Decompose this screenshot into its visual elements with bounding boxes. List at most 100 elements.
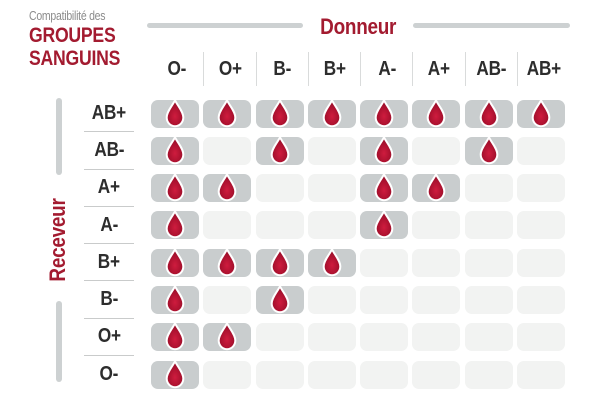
chart-title-line1: GROUPES bbox=[29, 24, 137, 47]
cell-B+-from-A+-incompatible bbox=[412, 248, 461, 277]
receiver-axis-bar-bottom bbox=[56, 301, 62, 382]
donor-col-header-label: AB+ bbox=[526, 57, 561, 80]
cell-AB--from-B--compatible bbox=[255, 135, 304, 165]
cell-AB+-from-B--compatible bbox=[255, 98, 304, 128]
donor-col-header-label: O- bbox=[167, 57, 187, 80]
cell-B--from-O+-incompatible bbox=[203, 285, 252, 314]
blood-drop-icon bbox=[165, 321, 185, 351]
chart-title-kicker-text: Compatibilité des bbox=[29, 9, 106, 23]
cell-O--from-B+-incompatible bbox=[307, 360, 356, 389]
blood-drop-icon bbox=[322, 247, 342, 276]
cell-O--from-O+-incompatible bbox=[203, 360, 252, 389]
receiver-row-header-A-: A- bbox=[84, 207, 134, 245]
blood-drop-icon bbox=[165, 359, 185, 388]
cell-A--from-B--incompatible bbox=[255, 211, 304, 240]
blood-drop-icon bbox=[165, 247, 185, 276]
blood-drop-icon bbox=[270, 284, 289, 314]
receiver-row-header-O-: O- bbox=[84, 356, 134, 393]
receiver-row-header-O+: O+ bbox=[84, 319, 134, 357]
donor-col-header-label: B+ bbox=[323, 57, 346, 80]
cell-AB--from-O--compatible bbox=[151, 135, 199, 165]
cell-A--from-AB--incompatible bbox=[464, 211, 513, 240]
cell-AB--from-O+-incompatible bbox=[203, 136, 252, 165]
donor-col-header-B-: B- bbox=[255, 52, 308, 86]
cell-O--from-O--compatible bbox=[151, 359, 199, 389]
receiver-row-header-label: AB+ bbox=[91, 101, 127, 124]
blood-drop-icon bbox=[165, 98, 185, 127]
blood-drop-icon bbox=[427, 98, 446, 127]
cell-O+-from-B+-incompatible bbox=[307, 323, 356, 352]
receiver-row-labels: AB+ AB- A+ A- B+ B- O+ O- bbox=[84, 95, 134, 393]
blood-drop-icon bbox=[270, 98, 289, 127]
cell-AB--from-AB+-incompatible bbox=[517, 136, 566, 165]
donor-col-header-AB-: AB- bbox=[464, 52, 517, 86]
cell-AB+-from-AB+-compatible bbox=[517, 98, 566, 128]
cell-AB--from-AB--compatible bbox=[464, 135, 513, 165]
chart-title-line2: SANGUINS bbox=[29, 47, 137, 70]
blood-drop-icon bbox=[217, 247, 237, 276]
receiver-row-header-B-: B- bbox=[84, 281, 134, 319]
blood-drop-icon bbox=[374, 209, 394, 239]
cell-A--from-O--compatible bbox=[151, 209, 199, 240]
cell-B+-from-O+-compatible bbox=[203, 247, 252, 277]
blood-drop-icon bbox=[374, 172, 394, 202]
cell-AB+-from-B+-compatible bbox=[307, 98, 356, 128]
cell-O--from-AB--incompatible bbox=[464, 360, 513, 389]
blood-drop-icon bbox=[322, 98, 342, 127]
donor-col-header-label: AB- bbox=[476, 57, 507, 80]
compatibility-matrix bbox=[151, 95, 569, 393]
blood-drop-icon bbox=[479, 135, 499, 164]
donor-col-header-label: O+ bbox=[218, 57, 242, 80]
cell-B--from-B--compatible bbox=[255, 284, 304, 314]
chart-title-line1-text: GROUPES bbox=[29, 24, 116, 47]
cell-AB+-from-A+-compatible bbox=[412, 98, 461, 128]
receiver-axis-label-text: Receveur bbox=[45, 198, 70, 282]
cell-O+-from-AB+-incompatible bbox=[517, 323, 566, 352]
cell-AB--from-A+-incompatible bbox=[412, 136, 461, 165]
cell-B--from-A--incompatible bbox=[360, 285, 409, 314]
receiver-axis-bar-top bbox=[56, 98, 62, 175]
chart-title-block: Compatibilité des GROUPES SANGUINS bbox=[29, 9, 137, 70]
cell-A+-from-O--compatible bbox=[151, 172, 199, 203]
blood-drop-icon bbox=[217, 172, 237, 202]
donor-col-header-A-: A- bbox=[360, 52, 412, 86]
blood-drop-icon bbox=[217, 98, 237, 127]
receiver-row-header-label: O- bbox=[99, 363, 119, 386]
cell-B+-from-AB--incompatible bbox=[464, 248, 513, 277]
cell-B--from-O--compatible bbox=[151, 284, 199, 314]
cell-AB+-from-O+-compatible bbox=[203, 98, 252, 128]
receiver-row-header-label: B- bbox=[100, 288, 118, 311]
cell-B--from-B+-incompatible bbox=[307, 285, 356, 314]
chart-title-line2-text: SANGUINS bbox=[29, 47, 121, 70]
cell-A--from-A--compatible bbox=[360, 209, 409, 240]
cell-A+-from-O+-compatible bbox=[203, 172, 252, 203]
donor-axis-bar-left bbox=[147, 23, 303, 28]
donor-col-header-A+: A+ bbox=[412, 52, 464, 86]
blood-drop-icon bbox=[165, 172, 185, 202]
cell-O+-from-B--incompatible bbox=[255, 323, 304, 352]
cell-A+-from-A--compatible bbox=[360, 172, 409, 203]
donor-col-header-O+: O+ bbox=[203, 52, 255, 86]
cell-B+-from-B--compatible bbox=[255, 247, 304, 277]
cell-A+-from-A+-compatible bbox=[412, 172, 461, 203]
chart-title-kicker: Compatibilité des bbox=[29, 9, 137, 24]
cell-B+-from-O--compatible bbox=[151, 247, 199, 277]
cell-B--from-AB--incompatible bbox=[464, 285, 513, 314]
cell-AB+-from-A--compatible bbox=[360, 98, 409, 128]
cell-A--from-AB+-incompatible bbox=[517, 211, 566, 240]
donor-col-header-B+: B+ bbox=[307, 52, 360, 86]
cell-B+-from-A--incompatible bbox=[360, 248, 409, 277]
blood-drop-icon bbox=[374, 98, 394, 127]
cell-B--from-AB+-incompatible bbox=[517, 285, 566, 314]
blood-drop-icon bbox=[531, 98, 551, 127]
blood-drop-icon bbox=[217, 321, 237, 351]
cell-A+-from-B--incompatible bbox=[255, 174, 304, 203]
cell-O--from-AB+-incompatible bbox=[517, 360, 566, 389]
receiver-row-header-label: O+ bbox=[97, 325, 121, 348]
cell-AB+-from-O--compatible bbox=[151, 98, 199, 128]
donor-axis-label-text: Donneur bbox=[320, 14, 396, 39]
cell-A--from-B+-incompatible bbox=[307, 211, 356, 240]
blood-drop-icon bbox=[165, 209, 185, 239]
cell-B+-from-B+-compatible bbox=[307, 247, 356, 277]
